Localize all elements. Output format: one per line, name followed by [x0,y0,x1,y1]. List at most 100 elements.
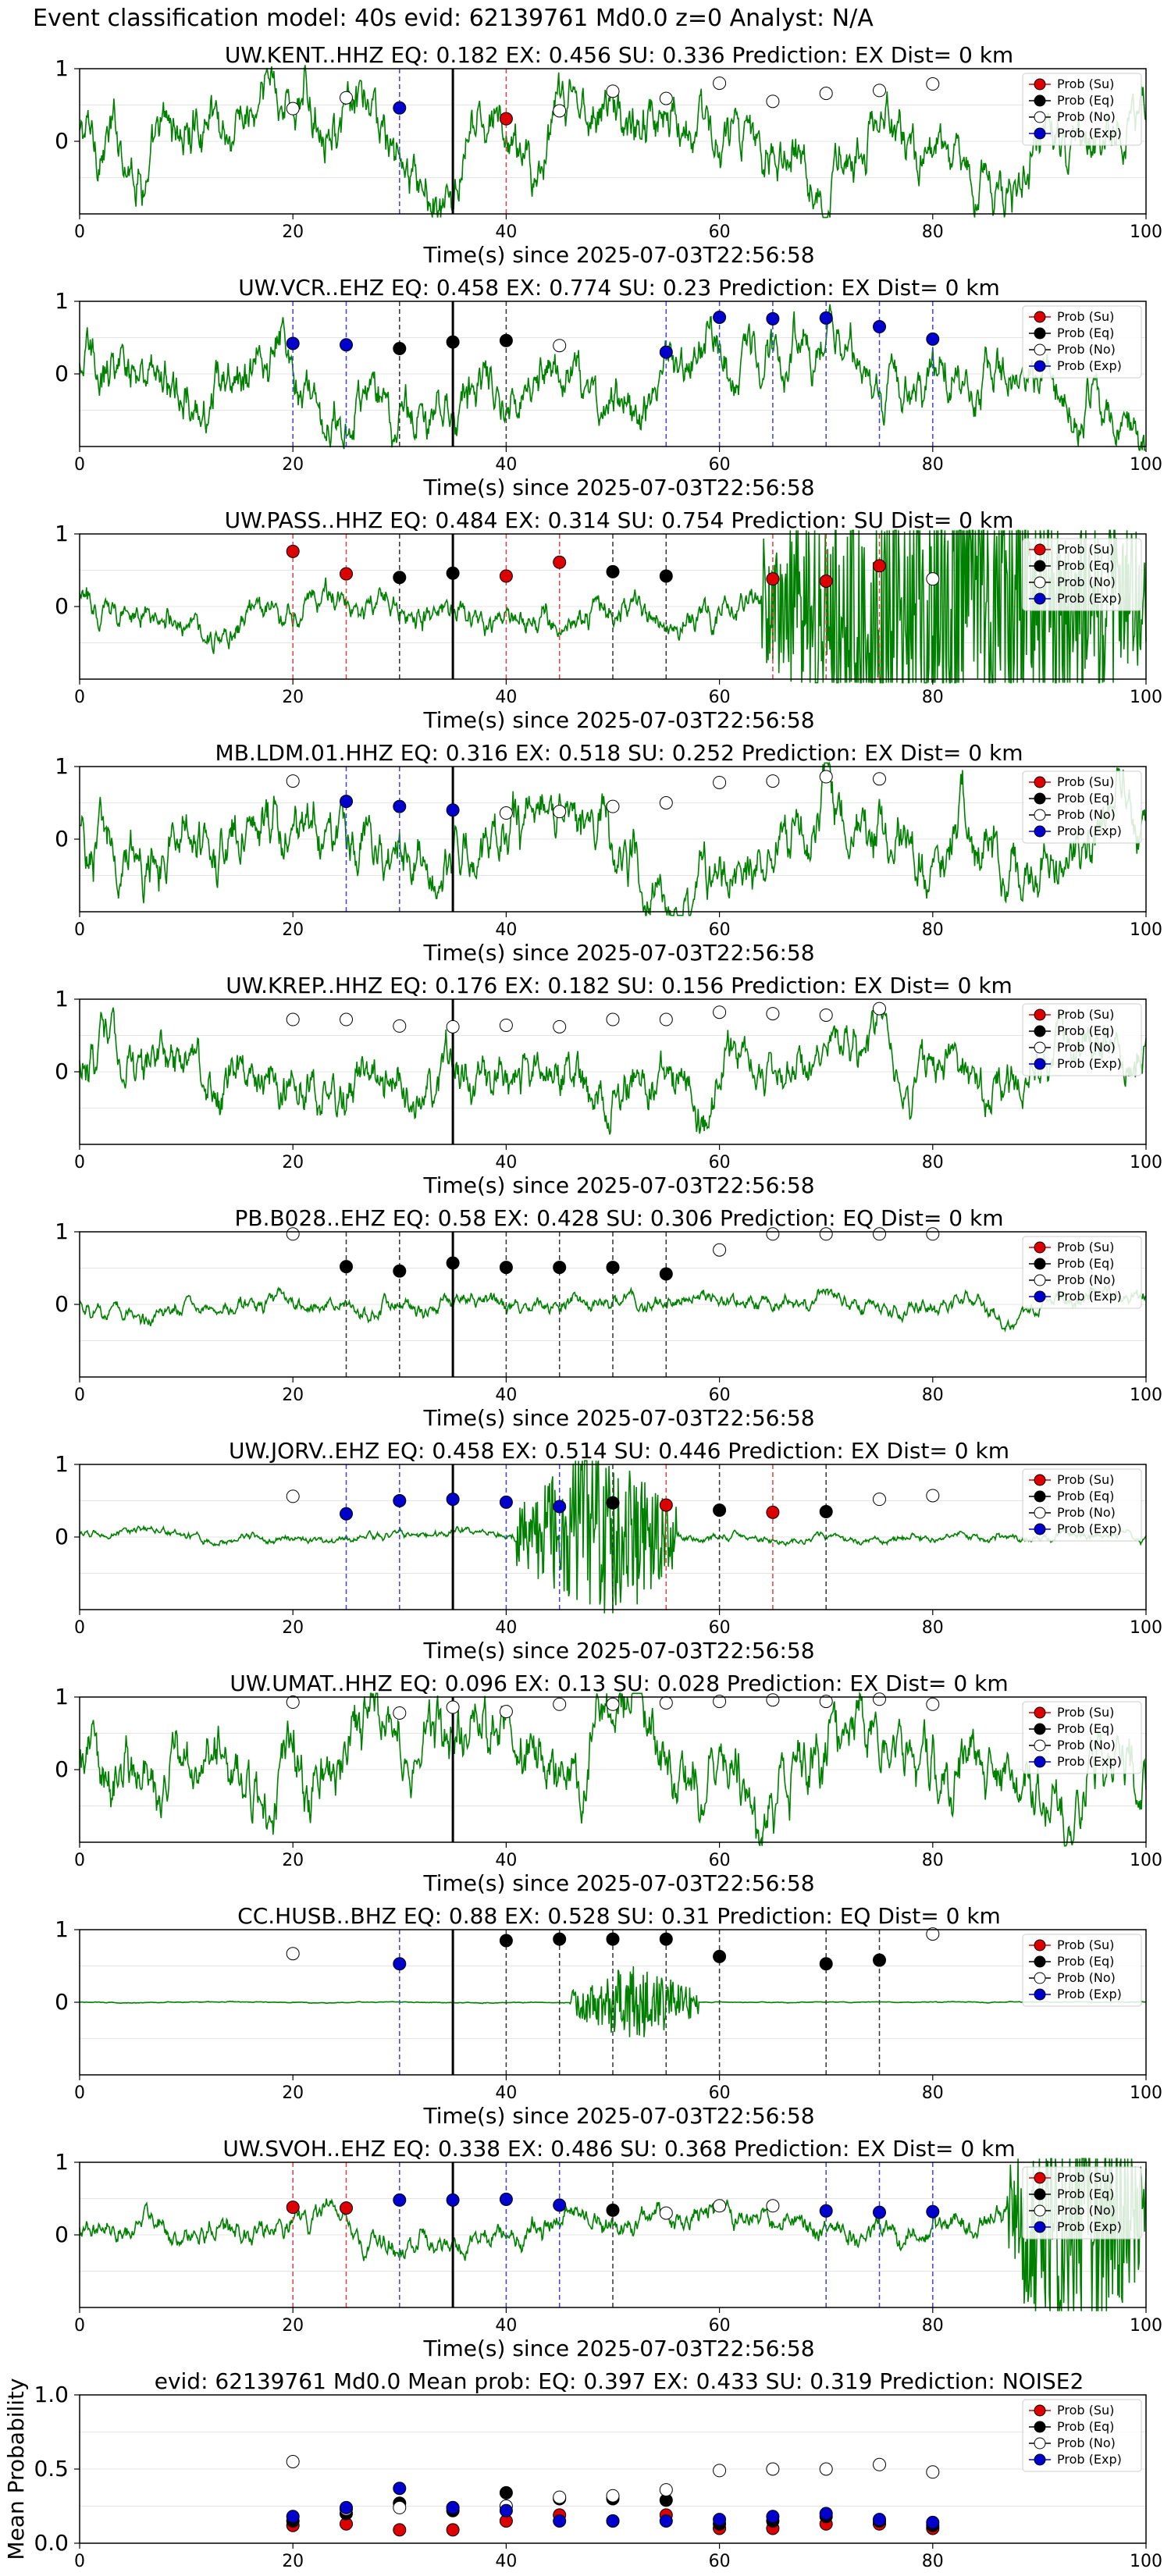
panel-title: MB.LDM.01.HHZ EQ: 0.316 EX: 0.518 SU: 0.… [215,740,1023,766]
prob-marker [606,1932,620,1946]
legend-marker [1034,1009,1046,1021]
y-tick-label: 0 [55,826,69,852]
mean-prob-point [819,2462,833,2476]
legend-box [1022,538,1142,611]
x-tick-label: 20 [282,222,304,242]
x-tick-label: 60 [709,455,731,475]
prob-marker [873,1953,886,1967]
panel-title: UW.KENT..HHZ EQ: 0.182 EX: 0.456 SU: 0.3… [225,42,1013,68]
legend-box [1022,1003,1142,1076]
legend-label: Prob (Su) [1057,1472,1114,1487]
legend-marker [1034,1474,1046,1486]
prob-marker [873,1692,886,1706]
prob-marker [286,336,300,350]
x-axis-label: Time(s) since 2025-07-03T22:56:58 [422,940,814,966]
legend-marker [1034,1972,1046,1984]
prob-marker [659,91,673,105]
legend-label: Prob (No) [1057,575,1116,589]
panel-title: evid: 62139761 Md0.0 Mean prob: EQ: 0.39… [155,2368,1084,2394]
prob-marker [606,1697,620,1711]
x-tick-label: 100 [1130,1153,1162,1172]
mean-prob-point [926,2515,940,2529]
x-tick-label: 80 [922,2316,944,2336]
legend-marker [1034,809,1046,821]
y-tick-label: 1 [55,1451,69,1477]
prob-marker [553,1697,567,1711]
prob-marker [286,544,300,558]
prob-marker [606,564,620,578]
x-tick-label: 20 [282,2316,304,2336]
x-tick-label: 40 [495,222,517,242]
legend-label: Prob (Eq) [1057,1023,1114,1038]
legend-marker [1034,792,1046,805]
prob-marker [713,775,727,789]
legend-label: Prob (No) [1057,2203,1116,2218]
y-tick-label: 1 [55,521,69,546]
legend-label: Prob (Exp) [1057,1987,1122,2001]
legend-marker [1034,1290,1046,1303]
x-tick-label: 20 [282,2552,304,2571]
y-tick-label: 0 [55,1059,69,1084]
mean-prob-point [713,2513,727,2527]
legend-label: Prob (No) [1057,807,1116,822]
mean-prob-point [873,2457,886,2471]
legend-box [1022,1236,1142,1309]
legend-label: Prob (Eq) [1057,2186,1114,2201]
prob-marker [553,1932,567,1946]
legend-marker [1034,2188,1046,2201]
x-tick-label: 40 [495,2083,517,2103]
axes-frame [79,68,1147,215]
x-tick-label: 20 [282,2083,304,2103]
prob-marker [286,1012,300,1026]
x-tick-label: 40 [495,1386,517,1405]
prob-marker [926,572,940,586]
x-axis-label: Time(s) since 2025-07-03T22:56:58 [422,1172,814,1198]
legend-marker [1034,2404,1046,2417]
x-tick-label: 40 [495,1153,517,1172]
prob-marker [713,1503,727,1517]
x-tick-label: 40 [495,455,517,475]
x-tick-label: 60 [709,1618,731,1638]
panel-title: UW.JORV..EHZ EQ: 0.458 EX: 0.514 SU: 0.4… [229,1438,1009,1464]
prob-marker [766,1227,780,1241]
legend-label: Prob (Su) [1057,2170,1114,2185]
prob-marker [340,567,353,581]
prob-marker [713,2199,727,2213]
legend-label: Prob (Eq) [1057,1954,1114,1969]
x-tick-label: 40 [495,1618,517,1638]
panel-title: PB.B028..EHZ EQ: 0.58 EX: 0.428 SU: 0.30… [234,1205,1003,1231]
x-tick-label: 20 [282,1386,304,1405]
prob-marker [553,1500,567,1514]
chart-panel-10: UW.SVOH..EHZ EQ: 0.338 EX: 0.486 SU: 0.3… [55,2136,1162,2361]
legend-label: Prob (Su) [1057,1705,1114,1720]
y-tick-label: 1 [55,1219,69,1244]
prob-marker [340,338,353,352]
legend-marker [1034,1241,1046,1254]
prob-marker [819,1008,833,1022]
prob-marker [819,87,833,101]
x-tick-label: 0 [74,2083,85,2103]
mean-prob-point [340,2500,353,2514]
x-tick-label: 20 [282,1851,304,1870]
prob-marker [340,91,353,105]
x-tick-label: 0 [74,688,85,707]
prob-marker [659,1695,673,1710]
axes-frame [79,1231,1147,1378]
legend-label: Prob (Eq) [1057,558,1114,573]
x-tick-label: 80 [922,455,944,475]
prob-marker [926,1927,940,1941]
prob-marker [766,1505,780,1519]
prob-marker [393,1706,407,1720]
legend-marker [1034,94,1046,107]
y-tick-label: 1 [55,1916,69,1942]
legend-label: Prob (Eq) [1057,1489,1114,1503]
prob-marker [286,2201,300,2215]
legend-label: Prob (Su) [1057,542,1114,557]
legend-label: Prob (Exp) [1057,126,1122,141]
x-tick-label: 80 [922,1851,944,1870]
x-tick-label: 40 [495,2316,517,2336]
prob-marker [446,2193,460,2207]
legend-label: Prob (Su) [1057,76,1114,91]
prob-marker [819,1695,833,1709]
prob-marker [766,311,780,326]
